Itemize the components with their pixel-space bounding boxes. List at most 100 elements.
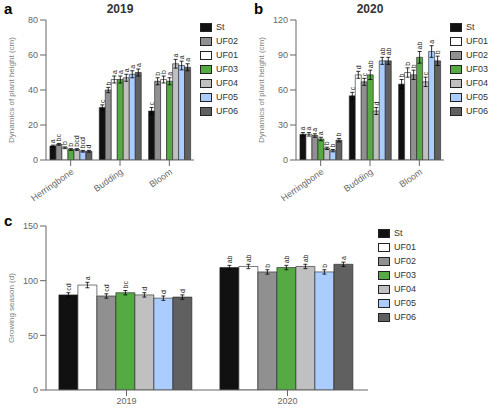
svg-text:30: 30 <box>278 120 288 130</box>
html-text:2019: 2019 <box>106 2 134 16</box>
svg-text:c: c <box>349 86 356 90</box>
svg-text:Bloom: Bloom <box>398 167 425 190</box>
svg-text:60: 60 <box>28 50 38 60</box>
svg-text:bcd: bcd <box>73 135 81 147</box>
svg-text:Bloom: Bloom <box>148 167 175 190</box>
svg-text:a: a <box>317 131 324 135</box>
svg-text:60: 60 <box>278 85 288 95</box>
svg-text:Dynamics of plant height (cm): Dynamics of plant height (cm) <box>257 37 266 143</box>
svg-text:a: a <box>166 72 173 76</box>
svg-text:80: 80 <box>28 15 38 25</box>
svg-text:2020: 2020 <box>277 396 297 406</box>
svg-text:d: d <box>85 144 92 148</box>
svg-text:a: a <box>122 68 130 73</box>
svg-text:a: a <box>428 40 435 44</box>
html-text:UF05: UF05 <box>394 298 416 308</box>
svg-text:90: 90 <box>278 50 288 60</box>
html-text:2020: 2020 <box>356 2 384 16</box>
svg-text:bcd: bcd <box>79 137 87 149</box>
svg-text:bc: bc <box>122 281 129 289</box>
svg-text:c: c <box>422 71 429 75</box>
svg-text:ab: ab <box>378 47 386 56</box>
svg-text:0: 0 <box>33 155 38 165</box>
svg-text:Growing season (d): Growing season (d) <box>8 273 16 343</box>
svg-text:Herringbone: Herringbone <box>279 167 325 204</box>
svg-text:ab: ab <box>385 47 392 55</box>
svg-text:a: a <box>184 58 191 62</box>
svg-text:0: 0 <box>33 385 38 395</box>
svg-text:b: b <box>335 132 342 136</box>
html-text:UF03: UF03 <box>466 64 488 74</box>
svg-text:ab: ab <box>416 42 423 50</box>
svg-text:150: 150 <box>23 221 38 231</box>
svg-text:50: 50 <box>28 331 38 341</box>
svg-text:d: d <box>373 102 380 106</box>
html-text:UF06: UF06 <box>466 106 488 116</box>
html-text:UF02: UF02 <box>466 50 488 60</box>
html-text:b: b <box>254 0 264 17</box>
html-text:St: St <box>466 22 475 32</box>
svg-text:120: 120 <box>273 15 288 25</box>
svg-text:a: a <box>178 55 186 60</box>
svg-text:d: d <box>355 65 362 69</box>
html-text:a: a <box>4 0 13 17</box>
svg-text:a: a <box>340 256 347 260</box>
svg-text:b: b <box>398 74 405 78</box>
svg-text:a: a <box>84 276 91 280</box>
svg-text:ab: ab <box>245 254 252 262</box>
svg-text:b: b <box>321 264 328 268</box>
svg-text:d: d <box>179 289 186 293</box>
svg-text:b: b <box>264 264 271 268</box>
svg-text:0: 0 <box>283 155 288 165</box>
svg-text:Budding: Budding <box>92 167 125 194</box>
svg-text:d: d <box>160 290 167 294</box>
svg-text:ab: ab <box>302 254 309 262</box>
svg-text:Herringbone: Herringbone <box>29 167 75 204</box>
html-text:c: c <box>4 212 13 229</box>
html-text:UF05: UF05 <box>466 92 488 102</box>
html-text:St: St <box>394 228 403 238</box>
svg-text:c: c <box>148 102 155 106</box>
html-text:UF04: UF04 <box>466 78 488 88</box>
svg-text:b: b <box>105 81 112 85</box>
svg-text:a: a <box>135 63 142 67</box>
svg-text:ab: ab <box>283 255 290 263</box>
html-text:UF04: UF04 <box>394 284 416 294</box>
svg-text:Dynamics of plant height (cm): Dynamics of plant height (cm) <box>8 37 16 143</box>
svg-text:b: b <box>434 50 441 54</box>
svg-text:cd: cd <box>103 284 110 292</box>
svg-text:a: a <box>311 128 318 132</box>
html-text:UF01: UF01 <box>394 242 416 252</box>
html-text:UF06: UF06 <box>394 312 416 322</box>
svg-text:100: 100 <box>23 276 38 286</box>
html-text:UF03: UF03 <box>216 64 238 74</box>
html-text:UF01: UF01 <box>216 50 238 60</box>
html-text:UF03: UF03 <box>394 270 416 280</box>
svg-text:bc: bc <box>55 133 62 141</box>
html-text:UF02: UF02 <box>394 256 416 266</box>
svg-text:cd: cd <box>65 283 72 291</box>
svg-text:2019: 2019 <box>116 396 136 406</box>
svg-text:a: a <box>128 64 136 69</box>
svg-text:b: b <box>154 71 162 76</box>
svg-text:b: b <box>410 64 417 68</box>
svg-text:ab: ab <box>367 60 374 68</box>
svg-text:20: 20 <box>28 120 38 130</box>
svg-text:a: a <box>172 53 180 58</box>
html-text:UF02: UF02 <box>216 36 238 46</box>
svg-text:c: c <box>361 72 368 76</box>
svg-text:Budding: Budding <box>342 167 375 194</box>
svg-text:a: a <box>299 126 307 131</box>
svg-text:a: a <box>49 139 57 144</box>
html-text:UF05: UF05 <box>216 92 238 102</box>
svg-text:40: 40 <box>28 85 38 95</box>
svg-text:b: b <box>329 144 336 148</box>
svg-text:ab: ab <box>226 255 233 263</box>
html-text:UF01: UF01 <box>466 36 488 46</box>
html-text:UF04: UF04 <box>216 78 238 88</box>
svg-text:c: c <box>99 99 106 103</box>
html-text:St: St <box>216 22 225 32</box>
svg-text:d: d <box>141 287 148 291</box>
svg-text:b: b <box>67 142 75 147</box>
html-text:UF06: UF06 <box>216 106 238 116</box>
